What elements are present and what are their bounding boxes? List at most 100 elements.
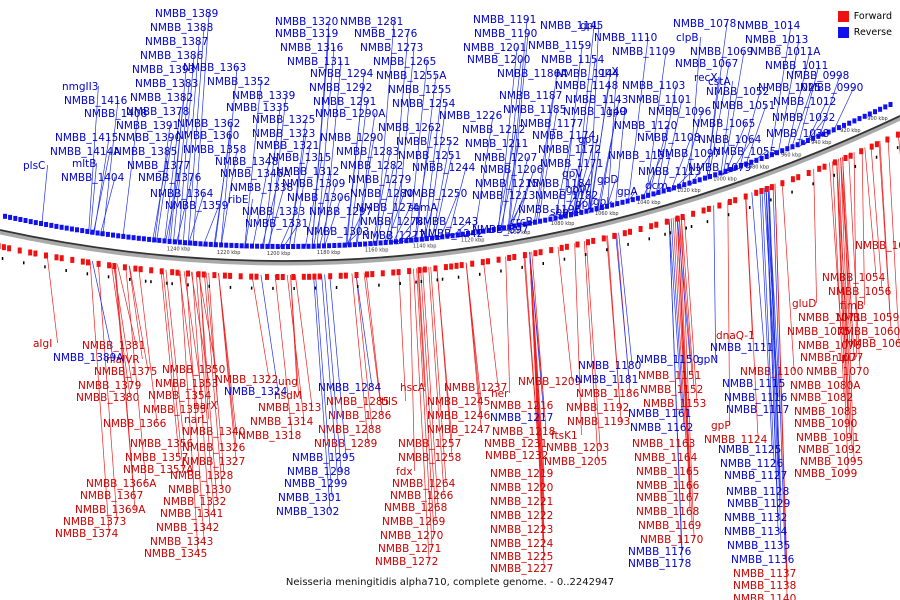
gene-label: NMBB_1380 bbox=[76, 392, 139, 404]
reverse-gene-arrow bbox=[33, 220, 38, 226]
gene-label-line bbox=[587, 138, 598, 214]
gene-label-line bbox=[416, 268, 433, 549]
forward-gene-arrow bbox=[186, 270, 190, 277]
gene-label-line bbox=[129, 265, 149, 372]
gene-label-line bbox=[761, 188, 775, 464]
gene-mark bbox=[335, 286, 338, 289]
gene-label: NMBB_1038 bbox=[766, 128, 829, 140]
gene-label: aIgI bbox=[33, 338, 52, 350]
gene-label: NMBB_1079 bbox=[688, 162, 751, 174]
reverse-gene-arrow bbox=[723, 168, 728, 174]
gene-label-line bbox=[152, 150, 169, 243]
forward-gene-arrow bbox=[280, 274, 285, 280]
forward-gene-arrow bbox=[496, 256, 501, 263]
gene-label-line bbox=[509, 182, 530, 230]
forward-gene-arrow bbox=[138, 266, 143, 273]
gene-label: tilS bbox=[381, 396, 398, 408]
reverse-gene-arrow bbox=[532, 219, 537, 225]
gene-label-line bbox=[887, 136, 900, 344]
gene-label-line bbox=[263, 106, 281, 249]
gene-label-line bbox=[324, 274, 342, 472]
gene-label-line bbox=[218, 273, 237, 462]
reverse-gene-arrow bbox=[733, 165, 738, 171]
gene-label-line bbox=[220, 66, 238, 248]
gene-label-line bbox=[113, 263, 133, 386]
gene-label: NMBB_1292 bbox=[309, 82, 372, 94]
forward-gene-arrow bbox=[28, 249, 33, 256]
gene-label-line bbox=[323, 60, 342, 249]
gene-label: NMBB_1290A bbox=[315, 108, 386, 120]
gene-label: NMBB_1357A bbox=[123, 464, 194, 476]
gene-label-line bbox=[508, 156, 529, 230]
scale-ticks: 900 kbp 920 kbp 940 kbp 960 kbp 980 kbp 1000 … bbox=[167, 116, 888, 257]
gene-label-line bbox=[417, 268, 425, 388]
gene-label: NMBB_1138 bbox=[733, 580, 796, 592]
forward-gene-arrow bbox=[790, 176, 795, 183]
gene-label-line bbox=[641, 154, 663, 200]
reverse-gene-arrow bbox=[327, 243, 332, 249]
gene-label: NMBB_0998 bbox=[786, 70, 849, 82]
gene-label: NMBB_1298 bbox=[287, 466, 350, 478]
gene-label: NMBB_1376 bbox=[138, 172, 202, 184]
gene-label: NMBB_1342 bbox=[156, 522, 219, 534]
reverse-gene-arrow bbox=[538, 218, 543, 224]
forward-gene-arrow bbox=[312, 273, 317, 280]
gene-label-line bbox=[385, 192, 405, 246]
forward-gene-arrow bbox=[638, 226, 643, 232]
gene-label: NMBB_1164 bbox=[634, 452, 698, 464]
gene-label: NMBB_1346A bbox=[220, 168, 291, 180]
gene-label: NMBB_1330 bbox=[168, 484, 231, 496]
reverse-gene-arrow bbox=[775, 150, 779, 156]
gene-label-line bbox=[312, 170, 331, 249]
forward-gene-arrow bbox=[238, 273, 243, 280]
gene-label: NMBB_1060 bbox=[837, 326, 900, 338]
reverse-gene-arrow bbox=[286, 244, 290, 249]
gene-label-line bbox=[615, 110, 626, 207]
reverse-gene-arrow bbox=[172, 239, 177, 245]
forward-gene-arrow bbox=[365, 271, 369, 278]
reverse-gene-arrow bbox=[337, 242, 342, 248]
gene-label: NMBB_1291 bbox=[313, 96, 376, 108]
forward-gene-arrow bbox=[391, 269, 396, 276]
gene-label: NMBB_1092 bbox=[798, 444, 861, 456]
forward-gene-arrow bbox=[70, 256, 75, 263]
gene-label: cstA bbox=[708, 76, 731, 88]
gene-label-line bbox=[727, 200, 731, 426]
reverse-gene-arrow bbox=[162, 238, 167, 244]
forward-gene-arrow bbox=[122, 264, 127, 271]
gene-mark bbox=[542, 262, 544, 265]
gene-label: NMBB_1097 bbox=[657, 148, 720, 160]
gene-label: NMBB_1206 bbox=[480, 164, 544, 176]
gene-label-line bbox=[164, 164, 182, 244]
gene-mark bbox=[664, 232, 666, 236]
gene-mark bbox=[150, 280, 152, 284]
forward-gene-arrow bbox=[575, 241, 580, 248]
gene-label-line bbox=[524, 253, 540, 456]
reverse-gene-arrow bbox=[100, 231, 105, 237]
reverse-gene-arrow bbox=[476, 229, 481, 235]
gene-label: NMBB_1078 bbox=[673, 18, 736, 30]
reverse-gene-arrow bbox=[445, 233, 450, 239]
gene-label-line bbox=[744, 104, 767, 168]
gene-label: NMBB_1319 bbox=[275, 28, 338, 40]
reverse-gene-arrow bbox=[363, 241, 368, 247]
forward-gene-arrow bbox=[328, 273, 333, 280]
gene-label: NMBB_1055 bbox=[713, 146, 776, 158]
reverse-gene-arrow bbox=[873, 109, 877, 115]
reverse-gene-arrow bbox=[697, 177, 702, 183]
forward-gene-arrow bbox=[212, 272, 217, 279]
gene-label: NMBB_1301 bbox=[278, 492, 341, 504]
gene-label: NMBB_1389 bbox=[155, 8, 218, 20]
gene-mark bbox=[833, 173, 835, 177]
gene-label: NMBB_1247 bbox=[427, 424, 490, 436]
gene-label: NMBB_1324 bbox=[224, 386, 288, 398]
gene-label: NMBB_1076 bbox=[798, 340, 862, 352]
forward-gene-arrow bbox=[533, 250, 538, 257]
forward-gene-arrow bbox=[664, 218, 669, 225]
gene-mark bbox=[457, 275, 460, 279]
gene-label-line bbox=[88, 85, 99, 235]
gene-label: NMBB_1279 bbox=[348, 174, 411, 186]
gene-label: NMBB_1151 bbox=[638, 370, 701, 382]
gene-label: NMBB_1262 bbox=[378, 122, 441, 134]
gene-label-line bbox=[178, 270, 198, 410]
